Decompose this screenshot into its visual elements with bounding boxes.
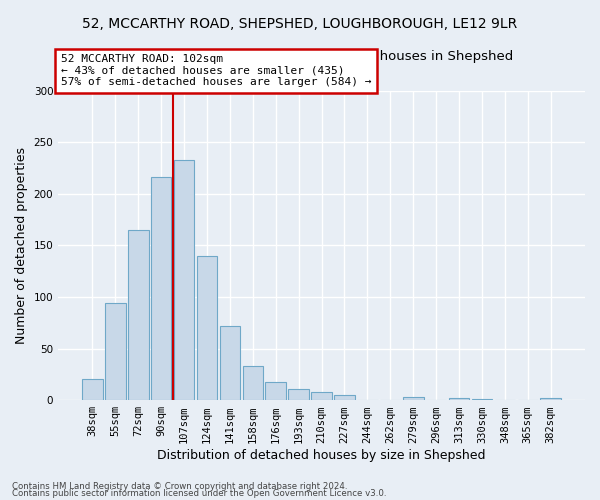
Bar — [220, 326, 240, 400]
Y-axis label: Number of detached properties: Number of detached properties — [15, 147, 28, 344]
Bar — [128, 230, 149, 400]
Text: Contains public sector information licensed under the Open Government Licence v3: Contains public sector information licen… — [12, 490, 386, 498]
Bar — [265, 382, 286, 400]
Text: 52 MCCARTHY ROAD: 102sqm
← 43% of detached houses are smaller (435)
57% of semi-: 52 MCCARTHY ROAD: 102sqm ← 43% of detach… — [61, 54, 371, 88]
Bar — [174, 160, 194, 400]
Bar — [403, 397, 424, 400]
Bar — [197, 256, 217, 400]
Bar — [289, 389, 309, 400]
Bar — [82, 378, 103, 400]
Bar — [242, 366, 263, 400]
Bar — [311, 392, 332, 400]
Title: Size of property relative to detached houses in Shepshed: Size of property relative to detached ho… — [130, 50, 513, 63]
Text: 52, MCCARTHY ROAD, SHEPSHED, LOUGHBOROUGH, LE12 9LR: 52, MCCARTHY ROAD, SHEPSHED, LOUGHBOROUG… — [82, 18, 518, 32]
Bar — [105, 303, 125, 400]
Bar — [541, 398, 561, 400]
Bar — [449, 398, 469, 400]
Text: Contains HM Land Registry data © Crown copyright and database right 2024.: Contains HM Land Registry data © Crown c… — [12, 482, 347, 491]
Bar — [151, 178, 172, 400]
Bar — [334, 395, 355, 400]
X-axis label: Distribution of detached houses by size in Shepshed: Distribution of detached houses by size … — [157, 450, 486, 462]
Bar — [472, 399, 493, 400]
